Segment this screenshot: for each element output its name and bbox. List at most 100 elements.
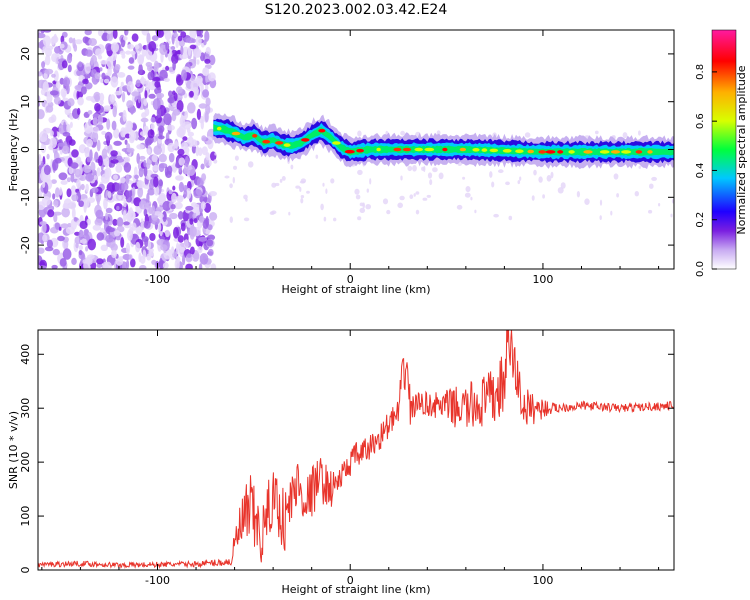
noise-speckle	[198, 236, 208, 242]
noise-speckle	[151, 259, 157, 265]
noise-speckle	[77, 96, 84, 106]
noise-speckle	[147, 240, 151, 250]
noise-speckle	[119, 177, 126, 184]
noise-speckle	[180, 45, 184, 56]
tone-hotspot	[502, 149, 512, 153]
noise-speckle	[524, 132, 531, 138]
noise-speckle	[113, 174, 118, 180]
noise-speckle	[78, 245, 83, 251]
noise-speckle	[208, 159, 212, 167]
noise-speckle	[172, 60, 176, 71]
noise-speckle	[546, 175, 552, 182]
noise-speckle	[145, 49, 153, 60]
noise-speckle	[184, 110, 189, 119]
noise-speckle	[195, 146, 200, 157]
noise-speckle	[41, 222, 47, 233]
tone-hotspot	[275, 141, 284, 145]
noise-speckle	[85, 96, 94, 101]
noise-speckle	[54, 200, 59, 206]
spectrogram-y-ticks: -20 -10 0 10 20	[19, 47, 674, 254]
noise-speckle	[178, 157, 186, 166]
noise-speckle	[77, 107, 81, 116]
noise-speckle	[198, 147, 203, 157]
noise-speckle	[150, 128, 154, 136]
noise-speckle	[42, 81, 49, 93]
noise-speckle	[86, 138, 94, 148]
noise-speckle	[134, 174, 139, 180]
tone-hotspot	[515, 149, 524, 153]
noise-speckle	[202, 89, 210, 98]
noise-speckle	[100, 244, 109, 251]
noise-speckle	[426, 194, 431, 198]
noise-speckle	[355, 194, 361, 200]
tone-hotspot	[459, 147, 467, 152]
noise-speckle	[55, 222, 60, 230]
noise-speckle	[359, 207, 366, 213]
tone-hotspot	[252, 134, 258, 138]
noise-speckle	[123, 162, 132, 173]
noise-speckle	[54, 157, 62, 164]
noise-speckle	[115, 258, 124, 266]
noise-speckle	[438, 172, 444, 180]
noise-speckle	[196, 108, 201, 120]
noise-speckle	[189, 30, 197, 39]
noise-speckle	[60, 88, 67, 98]
noise-speckle	[126, 43, 135, 50]
noise-speckle	[117, 190, 124, 196]
noise-speckle	[192, 253, 200, 260]
noise-speckle	[187, 102, 196, 114]
noise-speckle	[49, 90, 59, 96]
noise-speckle	[176, 176, 183, 181]
noise-speckle	[299, 186, 302, 192]
noise-speckle	[195, 36, 202, 46]
noise-speckle	[94, 103, 101, 112]
noise-speckle	[185, 263, 193, 269]
noise-speckle	[41, 61, 46, 69]
noise-speckle	[38, 32, 46, 39]
noise-speckle	[110, 150, 118, 157]
noise-speckle	[61, 60, 68, 69]
noise-speckle	[130, 258, 136, 268]
tone-hotspot	[301, 138, 310, 142]
noise-speckle	[148, 251, 154, 257]
snr-y-tick-label: 300	[19, 398, 32, 419]
noise-speckle	[38, 71, 43, 77]
noise-speckle	[300, 197, 304, 204]
noise-speckle	[82, 259, 89, 264]
noise-speckle	[124, 156, 131, 163]
noise-speckle	[126, 147, 135, 153]
noise-speckle	[365, 204, 372, 210]
noise-speckle	[110, 159, 119, 164]
noise-speckle	[323, 216, 327, 222]
noise-speckle	[147, 64, 153, 72]
noise-speckle	[144, 90, 148, 99]
noise-speckle	[204, 111, 209, 123]
tone-hotspot	[545, 150, 556, 154]
noise-speckle	[189, 226, 197, 237]
noise-speckle	[498, 169, 504, 174]
noise-speckle	[204, 30, 210, 42]
noise-speckle	[638, 165, 642, 169]
noise-speckle	[177, 211, 184, 220]
noise-speckle	[95, 48, 102, 57]
noise-speckle	[185, 205, 194, 211]
noise-speckle	[115, 164, 123, 173]
noise-speckle	[123, 36, 128, 41]
noise-speckle	[149, 233, 156, 241]
noise-speckle	[151, 205, 156, 217]
noise-speckle	[325, 188, 328, 194]
noise-speckle	[125, 190, 133, 198]
noise-speckle	[208, 72, 216, 82]
noise-speckle	[57, 142, 65, 147]
noise-speckle	[648, 209, 653, 214]
noise-speckle	[171, 34, 175, 45]
noise-speckle	[126, 100, 134, 109]
noise-speckle	[51, 264, 58, 269]
noise-speckle	[138, 63, 143, 75]
noise-speckle	[143, 166, 148, 177]
tone-hotspot	[538, 150, 547, 154]
noise-speckle	[120, 237, 125, 248]
noise-speckle	[599, 215, 602, 221]
noise-speckle	[198, 103, 208, 109]
noise-speckle	[243, 217, 250, 222]
